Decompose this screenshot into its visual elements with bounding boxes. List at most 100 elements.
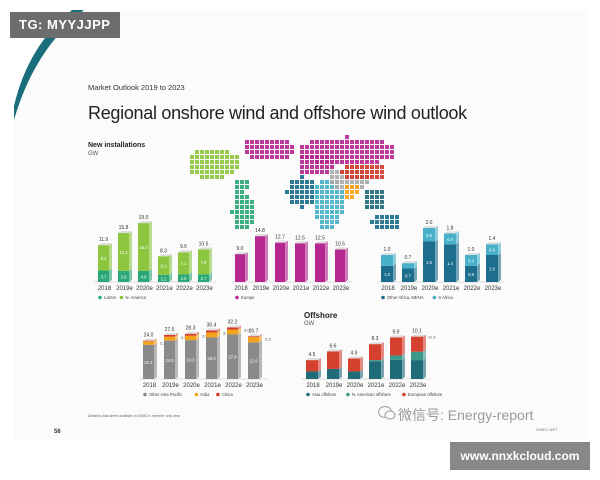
bar-side <box>435 226 438 242</box>
bar-s-africa <box>423 228 435 242</box>
bar-top <box>235 252 248 255</box>
map-dot <box>310 195 314 199</box>
map-dot <box>245 185 249 189</box>
bar-top <box>295 241 308 244</box>
map-dot <box>345 140 349 144</box>
map-dot <box>235 205 239 209</box>
map-dot <box>340 190 344 194</box>
map-dot <box>245 195 249 199</box>
x-tick-label: 2018 <box>306 383 320 389</box>
map-dot <box>315 140 319 144</box>
map-dot <box>330 180 334 184</box>
legend-label: Other Asia Pacific <box>149 392 182 397</box>
map-dot <box>240 220 244 224</box>
bar-extra-label: 11.9 <box>428 335 436 340</box>
map-dot <box>190 170 194 174</box>
x-tick-label: 2018 <box>234 286 248 292</box>
bar-side <box>339 349 342 369</box>
map-dot <box>385 220 389 224</box>
bar-other-asia-pacific <box>248 342 259 379</box>
map-dot <box>315 190 319 194</box>
map-dot <box>335 175 339 179</box>
bar-top <box>248 334 262 337</box>
bar-other-africa-mena <box>402 268 414 282</box>
bar-value-label: 1.0 <box>489 267 495 272</box>
bar-top <box>335 247 348 250</box>
legend-label: N. America <box>126 295 147 300</box>
map-dot <box>190 160 194 164</box>
map-dot <box>260 150 264 154</box>
map-dot <box>230 155 234 159</box>
map-dot <box>225 165 229 169</box>
map-dot <box>320 165 324 169</box>
bar-side <box>149 221 152 271</box>
map-dot <box>380 225 384 229</box>
map-dot <box>380 165 384 169</box>
map-dot <box>335 220 339 224</box>
map-dot <box>305 195 309 199</box>
map-dot <box>310 165 314 169</box>
x-tick-label: 2019e <box>253 286 270 292</box>
map-dot <box>310 160 314 164</box>
map-dot <box>315 195 319 199</box>
bar-value-label: 1.0 <box>384 272 390 277</box>
map-dot <box>315 205 319 209</box>
x-tick-label: 2020e <box>183 383 200 389</box>
bar-total-label: 2.0 <box>426 220 433 226</box>
bar-european-offshore <box>390 337 402 356</box>
bar-total-label: 9.0 <box>237 246 244 252</box>
bar-side <box>175 338 178 379</box>
map-dot <box>360 150 364 154</box>
map-dot <box>205 175 209 179</box>
map-dot <box>335 185 339 189</box>
bar-european-offshore <box>327 351 339 369</box>
map-dot <box>335 140 339 144</box>
map-dot <box>370 175 374 179</box>
legend-swatch <box>98 295 102 300</box>
bar-india <box>227 329 238 335</box>
x-tick-label: 2020e <box>273 286 290 292</box>
bar-side <box>189 250 192 275</box>
bar-china <box>206 330 217 333</box>
map-dot <box>345 155 349 159</box>
map-dot <box>350 150 354 154</box>
map-dot <box>220 170 224 174</box>
map-dot <box>315 165 319 169</box>
bar-top <box>348 356 363 359</box>
bar-value-label: 6.1 <box>161 264 167 269</box>
map-dot <box>290 190 294 194</box>
map-dot <box>375 150 379 154</box>
publisher-label: GWEC.NET <box>536 427 558 432</box>
legend-swatch <box>432 295 437 300</box>
bar-total-label: 26.7 <box>249 328 259 334</box>
map-dot <box>345 145 349 149</box>
legend-swatch <box>194 392 199 397</box>
map-dot <box>360 140 364 144</box>
map-dot <box>340 155 344 159</box>
map-dot <box>375 145 379 149</box>
legend-label: India <box>200 392 210 397</box>
bar-top <box>98 243 112 246</box>
map-dot <box>375 140 379 144</box>
map-dot <box>215 170 219 174</box>
bar-side <box>414 266 417 282</box>
bar-s-africa <box>381 255 393 266</box>
map-dot <box>315 145 319 149</box>
bar-s-africa <box>465 255 477 266</box>
map-dot <box>240 200 244 204</box>
bar-india <box>248 337 259 343</box>
map-dot <box>200 170 204 174</box>
bar-n-american-offshore <box>369 360 381 362</box>
map-dot <box>320 195 324 199</box>
map-dot <box>355 190 359 194</box>
map-dot <box>310 180 314 184</box>
bar-side <box>196 333 199 341</box>
map-dot <box>360 180 364 184</box>
map-dot <box>240 215 244 219</box>
map-dot <box>340 205 344 209</box>
map-dot <box>385 145 389 149</box>
bar-side <box>393 263 396 282</box>
map-dot <box>350 160 354 164</box>
map-dot <box>345 180 349 184</box>
bar-europe <box>295 243 305 282</box>
